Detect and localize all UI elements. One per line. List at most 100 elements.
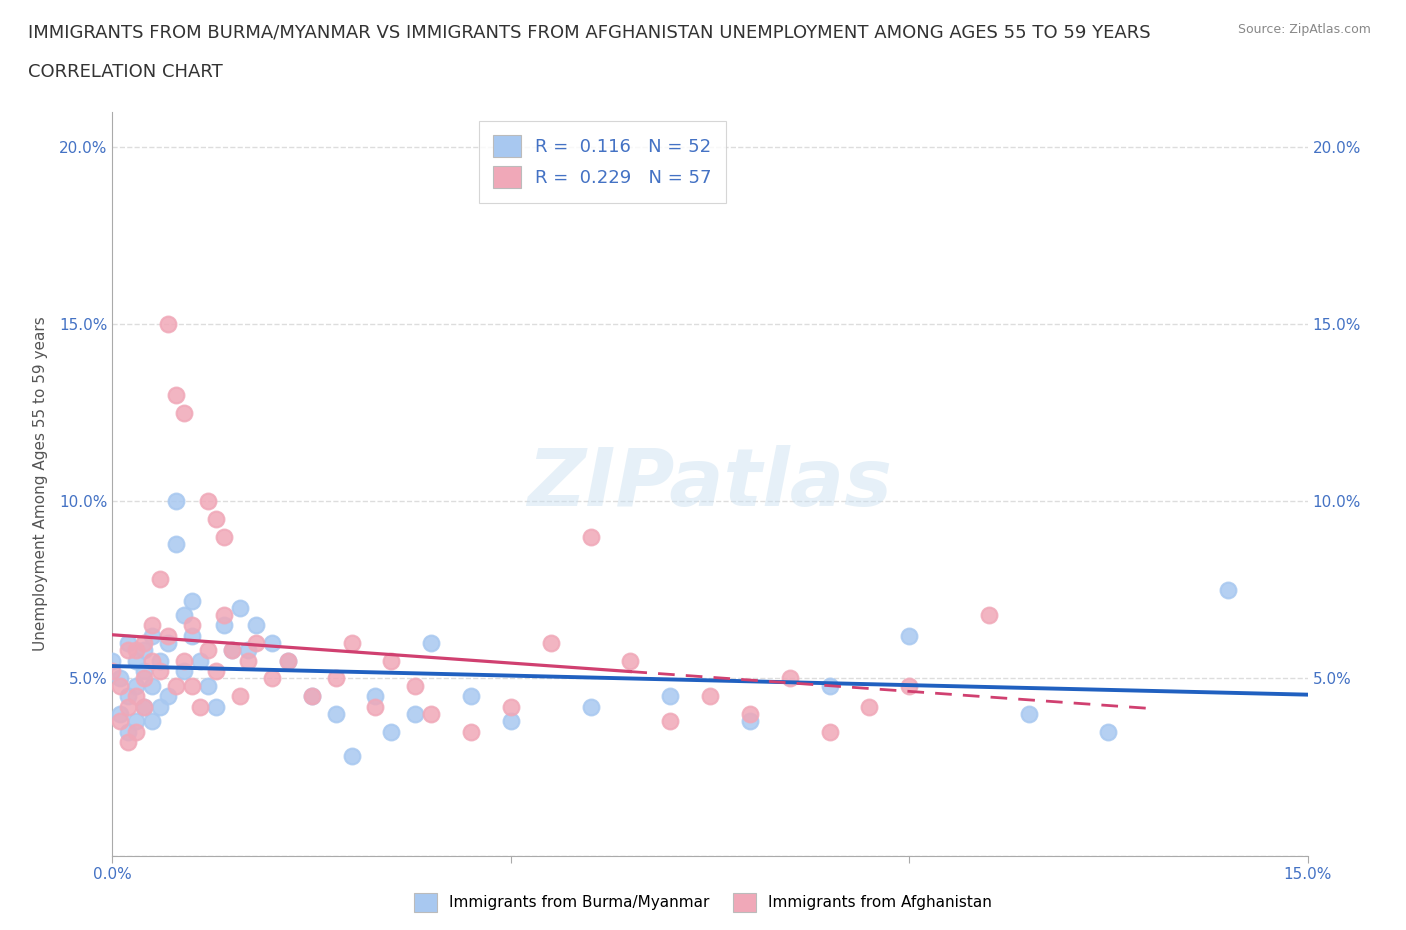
Point	[125, 724, 148, 739]
Point	[157, 317, 180, 332]
Point	[173, 653, 195, 668]
Point	[117, 635, 139, 650]
Point	[173, 607, 195, 622]
Point	[149, 572, 172, 587]
Point	[173, 405, 195, 420]
Point	[221, 643, 243, 658]
Point	[364, 699, 387, 714]
Point	[898, 678, 921, 693]
Point	[221, 643, 243, 658]
Point	[141, 629, 163, 644]
Point	[277, 653, 299, 668]
Point	[212, 529, 235, 544]
Point	[125, 689, 148, 704]
Point	[260, 671, 283, 686]
Point	[134, 671, 156, 686]
Point	[125, 643, 148, 658]
Point	[125, 713, 148, 728]
Point	[188, 699, 211, 714]
Point	[197, 643, 219, 658]
Point	[301, 689, 323, 704]
Y-axis label: Unemployment Among Ages 55 to 59 years: Unemployment Among Ages 55 to 59 years	[34, 316, 48, 651]
Point	[364, 689, 387, 704]
Point	[579, 529, 602, 544]
Point	[149, 653, 172, 668]
Point	[340, 749, 363, 764]
Legend: Immigrants from Burma/Myanmar, Immigrants from Afghanistan: Immigrants from Burma/Myanmar, Immigrant…	[408, 887, 998, 918]
Point	[404, 678, 426, 693]
Text: Source: ZipAtlas.com: Source: ZipAtlas.com	[1237, 23, 1371, 36]
Point	[110, 707, 132, 722]
Point	[101, 653, 124, 668]
Legend: R =  0.116   N = 52, R =  0.229   N = 57: R = 0.116 N = 52, R = 0.229 N = 57	[479, 121, 725, 203]
Point	[977, 607, 1000, 622]
Point	[659, 713, 682, 728]
Point	[157, 689, 180, 704]
Point	[141, 653, 163, 668]
Point	[125, 678, 148, 693]
Point	[117, 724, 139, 739]
Point	[420, 707, 443, 722]
Point	[181, 678, 204, 693]
Point	[340, 635, 363, 650]
Point	[141, 713, 163, 728]
Point	[205, 664, 228, 679]
Text: IMMIGRANTS FROM BURMA/MYANMAR VS IMMIGRANTS FROM AFGHANISTAN UNEMPLOYMENT AMONG : IMMIGRANTS FROM BURMA/MYANMAR VS IMMIGRA…	[28, 23, 1150, 41]
Point	[499, 713, 522, 728]
Point	[205, 512, 228, 526]
Point	[165, 494, 187, 509]
Point	[212, 618, 235, 632]
Point	[699, 689, 721, 704]
Point	[101, 664, 124, 679]
Point	[134, 635, 156, 650]
Point	[212, 607, 235, 622]
Point	[236, 643, 259, 658]
Point	[420, 635, 443, 650]
Point	[277, 653, 299, 668]
Point	[260, 635, 283, 650]
Point	[325, 707, 347, 722]
Point	[404, 707, 426, 722]
Point	[301, 689, 323, 704]
Point	[165, 537, 187, 551]
Point	[141, 618, 163, 632]
Point	[197, 678, 219, 693]
Point	[165, 678, 187, 693]
Point	[181, 629, 204, 644]
Point	[380, 653, 402, 668]
Point	[236, 653, 259, 668]
Point	[197, 494, 219, 509]
Point	[110, 678, 132, 693]
Point	[134, 643, 156, 658]
Point	[460, 689, 482, 704]
Point	[818, 724, 841, 739]
Point	[540, 635, 562, 650]
Point	[229, 689, 252, 704]
Point	[245, 635, 267, 650]
Point	[165, 388, 187, 403]
Point	[579, 699, 602, 714]
Point	[117, 689, 139, 704]
Point	[858, 699, 880, 714]
Point	[125, 653, 148, 668]
Point	[134, 699, 156, 714]
Text: CORRELATION CHART: CORRELATION CHART	[28, 63, 224, 81]
Point	[134, 699, 156, 714]
Point	[245, 618, 267, 632]
Point	[619, 653, 641, 668]
Point	[818, 678, 841, 693]
Point	[499, 699, 522, 714]
Point	[779, 671, 801, 686]
Point	[188, 653, 211, 668]
Point	[659, 689, 682, 704]
Point	[149, 699, 172, 714]
Point	[141, 678, 163, 693]
Point	[1216, 582, 1239, 597]
Point	[181, 618, 204, 632]
Text: ZIPatlas: ZIPatlas	[527, 445, 893, 523]
Point	[380, 724, 402, 739]
Point	[110, 713, 132, 728]
Point	[173, 664, 195, 679]
Point	[157, 635, 180, 650]
Point	[325, 671, 347, 686]
